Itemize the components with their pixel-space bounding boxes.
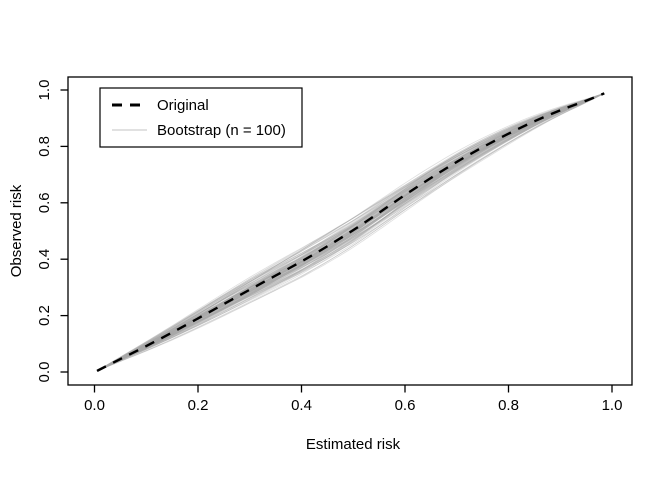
bootstrap-line — [96, 93, 605, 372]
bootstrap-line — [96, 93, 605, 372]
bootstrap-line — [96, 93, 605, 372]
bootstrap-line — [96, 93, 605, 372]
legend-original-label: Original — [157, 97, 209, 114]
y-ticks: 0.0 0.2 0.4 0.6 0.8 1.0 — [36, 80, 68, 383]
legend-box — [99, 87, 303, 148]
bootstrap-line — [96, 93, 605, 372]
x-tick-label: 0.0 — [84, 397, 105, 414]
bootstrap-line — [96, 93, 605, 372]
bootstrap-line — [96, 93, 605, 372]
bootstrap-line — [96, 93, 605, 372]
bootstrap-line — [96, 93, 605, 372]
bootstrap-line — [96, 93, 605, 372]
x-axis-title: Estimated risk — [306, 436, 401, 453]
bootstrap-line — [96, 93, 605, 372]
bootstrap-line — [96, 93, 605, 372]
bootstrap-line — [96, 93, 605, 372]
bootstrap-line — [96, 93, 605, 372]
bootstrap-line — [96, 93, 605, 372]
plot-box — [67, 76, 633, 386]
bootstrap-line — [96, 93, 605, 372]
x-axis: 0.0 0.2 0.4 0.6 0.8 1.0 Estimated risk — [84, 385, 622, 453]
bootstrap-line — [96, 93, 605, 372]
bootstrap-line — [96, 93, 605, 372]
y-tick-label: 0.2 — [36, 305, 53, 326]
y-tick-label: 1.0 — [36, 80, 53, 101]
x-tick-label: 1.0 — [602, 397, 623, 414]
y-tick-label: 0.6 — [36, 192, 53, 213]
bootstrap-line — [96, 93, 605, 372]
bootstrap-line — [96, 92, 605, 372]
x-ticks: 0.0 0.2 0.4 0.6 0.8 1.0 — [84, 385, 622, 414]
bootstrap-line — [96, 93, 605, 372]
bootstrap-line — [96, 93, 605, 372]
bootstrap-line — [96, 93, 605, 372]
x-tick-label: 0.6 — [395, 397, 416, 414]
bootstrap-line — [96, 93, 605, 372]
bootstrap-line — [96, 93, 605, 372]
y-tick-label: 0.4 — [36, 249, 53, 270]
x-tick-label: 0.8 — [498, 397, 519, 414]
bootstrap-line — [96, 93, 605, 372]
bootstrap-line — [96, 93, 605, 372]
bootstrap-line — [96, 93, 605, 372]
bootstrap-line — [96, 93, 605, 372]
y-axis: 0.0 0.2 0.4 0.6 0.8 1.0 Observed risk — [8, 80, 68, 383]
legend-bootstrap-label: Bootstrap (n = 100) — [157, 122, 286, 139]
y-tick-label: 0.0 — [36, 362, 53, 383]
bootstrap-line — [96, 93, 605, 372]
bootstrap-line — [96, 93, 605, 372]
bootstrap-line — [96, 93, 605, 372]
y-tick-label: 0.8 — [36, 136, 53, 157]
bootstrap-line — [96, 93, 605, 372]
y-axis-title: Observed risk — [8, 184, 25, 277]
bootstrap-line — [96, 93, 605, 372]
bootstrap-line — [96, 93, 605, 372]
bootstrap-line — [96, 93, 605, 372]
bootstrap-line — [96, 93, 605, 372]
bootstrap-line — [96, 93, 605, 372]
bootstrap-line — [96, 93, 605, 372]
legend: Original Bootstrap (n = 100) — [99, 87, 303, 148]
bootstrap-line — [96, 93, 605, 372]
bootstrap-line — [96, 93, 605, 372]
bootstrap-line — [96, 93, 605, 372]
bootstrap-line — [96, 93, 605, 372]
x-tick-label: 0.4 — [291, 397, 312, 414]
original-line — [96, 92, 605, 372]
x-tick-label: 0.2 — [188, 397, 209, 414]
bootstrap-line — [96, 93, 605, 372]
bootstrap-line — [96, 93, 605, 372]
bootstrap-line — [96, 93, 605, 372]
